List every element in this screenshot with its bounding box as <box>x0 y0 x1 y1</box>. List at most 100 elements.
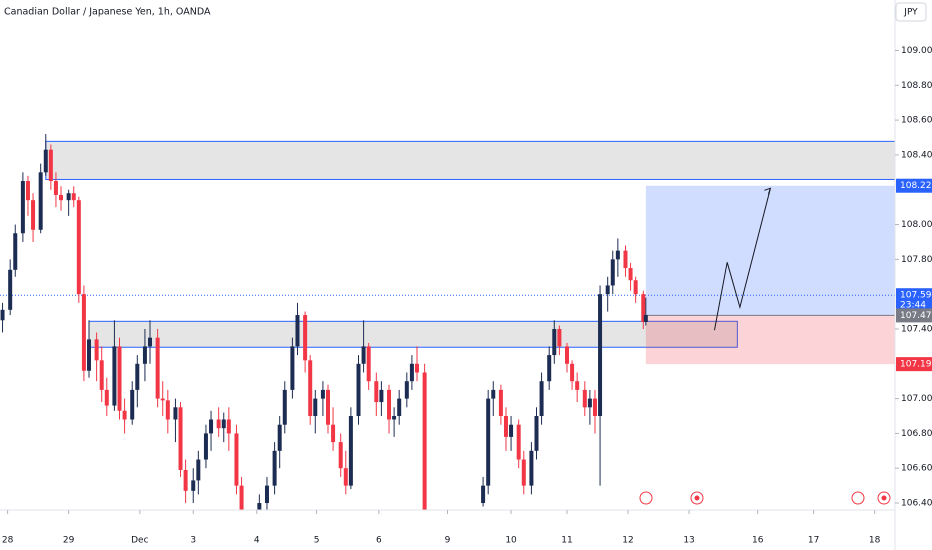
candle-body <box>48 149 53 182</box>
candle-body <box>356 363 361 417</box>
candle-body <box>239 485 244 510</box>
zone <box>88 320 738 348</box>
candle-body <box>628 268 633 281</box>
candle-body <box>165 400 170 420</box>
candle-body <box>117 346 122 411</box>
zone <box>45 140 895 180</box>
candle-body <box>0 309 5 321</box>
candle-body <box>414 363 419 373</box>
candle-body <box>216 419 221 429</box>
price-label-box <box>896 288 932 313</box>
candle-body <box>81 294 86 371</box>
x-tick-label: 12 <box>622 536 633 546</box>
x-tick-label: 11 <box>561 536 572 546</box>
x-tick-label: 4 <box>254 536 260 546</box>
price-label: 107.478 <box>900 311 932 321</box>
candle-body <box>13 233 18 270</box>
x-tick-label: 5 <box>314 536 320 546</box>
price-label-box <box>896 178 932 193</box>
candle-body <box>209 419 214 434</box>
currency-box[interactable] <box>895 2 927 22</box>
candle-body <box>94 339 99 361</box>
countdown: 23:44 <box>900 301 926 311</box>
candle-body <box>320 389 325 399</box>
candle-body <box>338 442 343 469</box>
candle-body <box>610 259 615 286</box>
candle-body <box>226 419 231 434</box>
candle-body <box>643 315 648 323</box>
axes: 109.000 108.800 108.600 108.400 108.000 107.8… <box>2 46 932 546</box>
candle-body <box>361 346 366 364</box>
event-icon[interactable] <box>639 491 653 505</box>
candle-body <box>76 200 81 295</box>
candle-body <box>277 424 282 451</box>
candle-body <box>592 398 597 417</box>
candle-body <box>605 285 610 295</box>
x-tick-label: 3 <box>190 536 196 546</box>
y-tick-label: 108.600 <box>901 116 932 126</box>
candle-body <box>313 398 318 417</box>
currency[interactable]: JPY <box>903 8 918 18</box>
candle-body <box>53 181 58 195</box>
candle-body <box>196 459 201 481</box>
candle-body <box>582 389 587 408</box>
price-label-box <box>896 357 932 372</box>
candle-body <box>557 328 562 347</box>
candle-body <box>509 424 514 437</box>
candle-body <box>66 193 71 201</box>
candle-body <box>203 433 208 460</box>
candle-body <box>160 398 165 401</box>
x-tick-label: 17 <box>808 536 819 546</box>
candle-body <box>38 172 43 230</box>
candle-body <box>99 360 104 390</box>
x-tick-label: 29 <box>63 536 75 546</box>
candle-body <box>148 337 153 347</box>
y-tick-label: 108.400 <box>901 150 932 160</box>
candle-body <box>387 389 392 420</box>
candle-body <box>104 389 109 406</box>
event-icon[interactable] <box>851 491 865 505</box>
candle-body <box>43 149 48 173</box>
profit-zone <box>645 185 895 316</box>
plot-area <box>0 134 895 510</box>
candle-body <box>615 250 620 260</box>
x-tick-label: 10 <box>505 536 517 546</box>
candle-body <box>31 200 36 230</box>
candle-body <box>547 355 552 382</box>
candle-body <box>86 339 91 371</box>
event-icon-dot <box>694 495 700 501</box>
x-tick-label: 18 <box>869 536 881 546</box>
candle-body <box>135 363 140 390</box>
candle-body <box>59 194 64 201</box>
candle-body <box>539 381 544 417</box>
candle-body <box>295 315 300 347</box>
candle-body <box>112 346 117 406</box>
price-label: 107.594 <box>900 291 932 301</box>
candle-body <box>348 416 353 486</box>
candle-body <box>565 346 570 364</box>
candle-body <box>183 469 188 491</box>
candle-body <box>529 450 534 486</box>
candle-body <box>282 389 287 425</box>
candle-body <box>130 389 135 420</box>
candle-body <box>392 416 397 420</box>
y-tick-label: 109.000 <box>901 46 932 56</box>
candle-body <box>481 485 486 504</box>
candle-body <box>290 346 295 390</box>
candle-body <box>221 419 226 429</box>
candle-body <box>257 503 262 510</box>
candle-body <box>331 424 336 443</box>
event-icons <box>639 491 891 505</box>
candle-body <box>570 363 575 382</box>
candle-body <box>264 485 269 504</box>
candle-body <box>503 416 508 437</box>
y-tick-label: 106.400 <box>901 499 932 509</box>
candle-body <box>142 346 147 364</box>
chart-title: Canadian Dollar / Japanese Yen, 1h, OAND… <box>4 7 211 18</box>
candle-body <box>422 372 427 510</box>
candle-body <box>633 280 638 295</box>
candle-body <box>343 468 348 486</box>
candle-body <box>534 416 539 451</box>
